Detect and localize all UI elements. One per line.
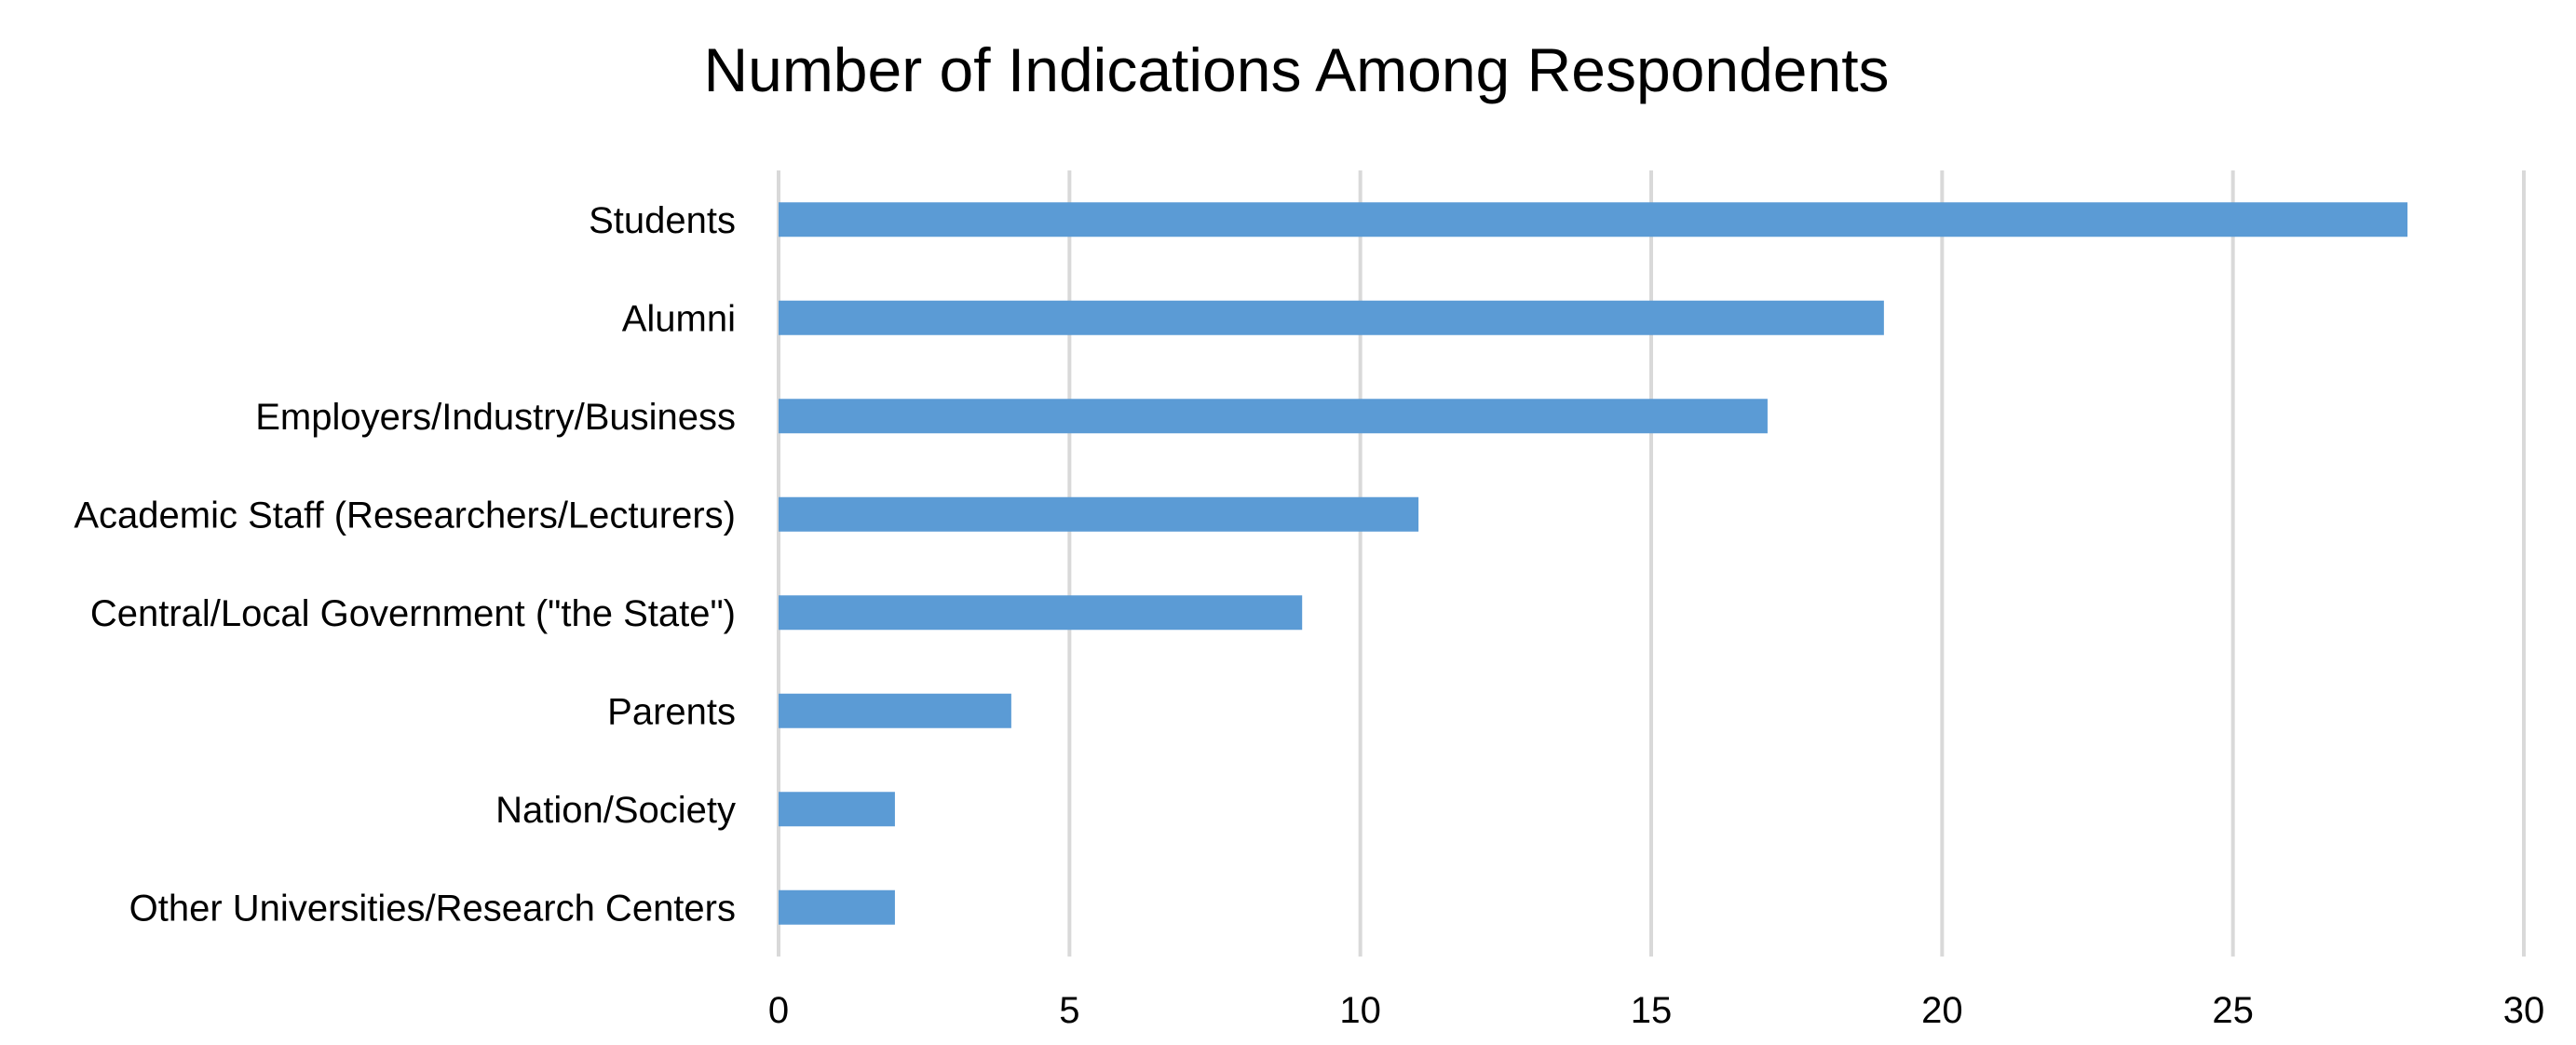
category-label: Students [589, 200, 736, 241]
x-tick-label: 5 [1059, 990, 1079, 1031]
category-label: Other Universities/Research Centers [129, 888, 736, 929]
x-tick-label: 30 [2503, 990, 2545, 1031]
bar-8 [779, 889, 895, 925]
category-label: Alumni [622, 298, 736, 339]
category-label: Parents [607, 691, 736, 732]
bar-7 [779, 792, 895, 827]
gridlines [777, 170, 2526, 957]
x-axis-tick-labels: 0 5 10 15 20 25 30 [768, 990, 2544, 1031]
category-label: Academic Staff (Researchers/Lecturers) [74, 495, 736, 536]
bar-4 [779, 496, 1419, 532]
x-tick-label: 0 [768, 990, 789, 1031]
x-tick-label: 10 [1339, 990, 1381, 1031]
bar-6 [779, 693, 1011, 728]
x-tick-label: 20 [1921, 990, 1963, 1031]
x-tick-label: 25 [2212, 990, 2254, 1031]
bar-1 [779, 202, 2408, 238]
bar-2 [779, 300, 1884, 335]
bars [779, 202, 2408, 925]
category-label: Central/Local Government ("the State") [90, 593, 736, 634]
chart-title: Number of Indications Among Respondents [703, 35, 1889, 104]
category-label: Nation/Society [495, 790, 736, 831]
bar-5 [779, 595, 1303, 631]
x-tick-label: 15 [1631, 990, 1673, 1031]
category-labels: Students Alumni Employers/Industry/Busines… [74, 200, 736, 930]
category-label: Employers/Industry/Business [255, 397, 736, 438]
bar-3 [779, 399, 1768, 434]
